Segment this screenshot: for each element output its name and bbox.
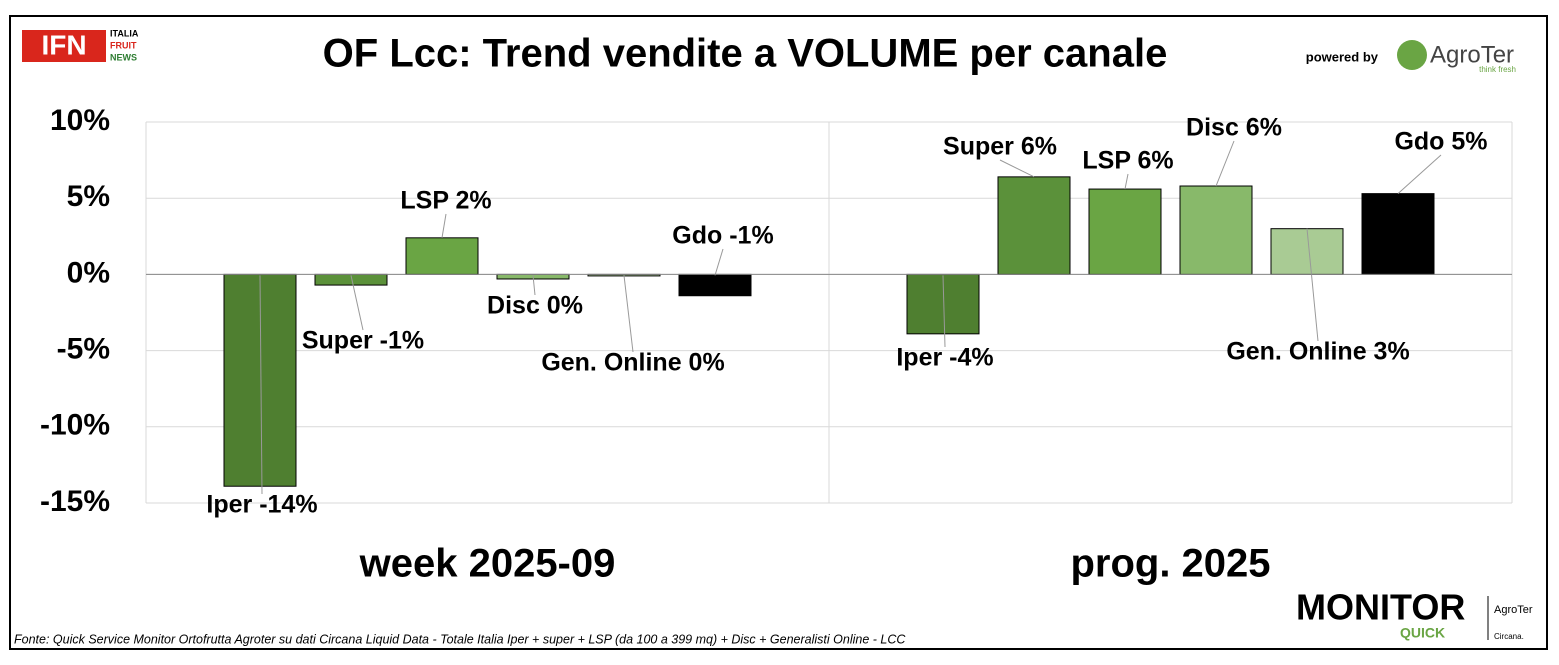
- agroter-small: AgroTer: [1494, 604, 1533, 616]
- x-tick-label: week 2025-09: [359, 542, 616, 586]
- leader-line: [1397, 154, 1442, 194]
- ifn-sub: ITALIA: [110, 28, 139, 38]
- y-tick-label: 0%: [67, 256, 110, 289]
- data-label: Gen. Online 3%: [1226, 338, 1409, 366]
- chart-title: OF Lcc: Trend vendite a VOLUME per canal…: [323, 32, 1168, 76]
- circana-logo: Circana.: [1494, 632, 1524, 641]
- leader-line: [1306, 228, 1319, 342]
- monitor-logo: MONITOR: [1296, 587, 1465, 628]
- leader-line: [441, 213, 447, 238]
- leader-line: [942, 275, 946, 348]
- bar: [997, 176, 1071, 275]
- bar: [1361, 193, 1435, 275]
- agroter-logo: AgroTer: [1430, 41, 1514, 68]
- y-tick-label: 10%: [50, 104, 110, 137]
- bar: [1088, 188, 1162, 275]
- leader-line: [350, 275, 364, 331]
- agroter-icon: [1397, 40, 1427, 70]
- leader-line: [1124, 173, 1129, 190]
- quick-logo: QUICK: [1400, 625, 1445, 641]
- data-label: Disc 6%: [1186, 114, 1282, 142]
- leader-line: [259, 275, 263, 495]
- data-label: Super -1%: [302, 327, 424, 355]
- ifn-logo: IFN: [41, 29, 86, 60]
- data-label: Gdo -1%: [672, 222, 773, 250]
- data-label: Iper -4%: [896, 344, 993, 372]
- x-tick-label: prog. 2025: [1070, 542, 1270, 586]
- ifn-logo-box: [22, 30, 106, 62]
- leader-line: [714, 248, 724, 276]
- y-tick-label: -10%: [40, 409, 110, 442]
- bar: [1270, 228, 1344, 275]
- bar: [405, 237, 479, 275]
- source-note: Fonte: Quick Service Monitor Ortofrutta …: [14, 632, 906, 646]
- leader-line: [532, 275, 536, 296]
- data-label: Super 6%: [943, 133, 1057, 161]
- leader-line: [623, 275, 634, 353]
- data-label: LSP 6%: [1082, 147, 1173, 175]
- data-label: Disc 0%: [487, 292, 583, 320]
- bar: [678, 273, 752, 297]
- ifn-sub: NEWS: [110, 52, 137, 62]
- leader-line: [1215, 140, 1235, 187]
- y-tick-label: 5%: [67, 180, 110, 213]
- data-label: LSP 2%: [400, 187, 491, 215]
- y-tick-label: -5%: [57, 333, 110, 366]
- powered-by: powered by: [1306, 49, 1379, 64]
- agroter-sub: think fresh: [1479, 65, 1516, 74]
- data-label: Iper -14%: [206, 491, 317, 519]
- bar: [1179, 185, 1253, 275]
- data-label: Gdo 5%: [1394, 128, 1487, 156]
- data-label: Gen. Online 0%: [541, 349, 724, 377]
- leader-line: [999, 159, 1035, 178]
- y-tick-label: -15%: [40, 485, 110, 518]
- ifn-sub: FRUIT: [110, 40, 137, 50]
